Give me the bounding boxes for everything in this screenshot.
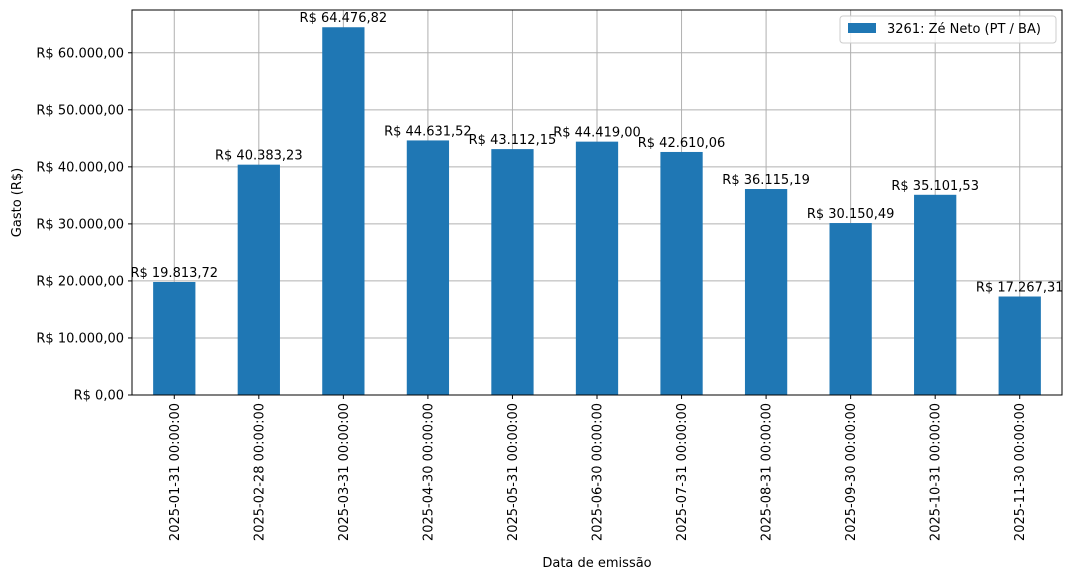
x-tick-label: 2025-04-30 00:00:00 (421, 403, 436, 541)
legend: 3261: Zé Neto (PT / BA) (839, 15, 1057, 44)
x-tick-label: 2025-07-31 00:00:00 (675, 403, 690, 541)
ticks: R$ 0,00 R$ 10.000,00 R$ 20.000,00 R$ 30.000… (36, 46, 1028, 541)
data-labels: R$ 19.813,72 R$ 40.383,23 R$ 64.476,82 R$ 4… (130, 11, 1063, 295)
legend-label: 3261: Zé Neto (PT / BA) (887, 22, 1041, 37)
bar-data-label: R$ 17.267,31 (976, 281, 1064, 296)
bar (998, 296, 1041, 395)
y-axis-label: Gasto (R$) (10, 168, 25, 237)
bar (829, 223, 872, 395)
x-tick-label: 2025-05-31 00:00:00 (506, 403, 521, 541)
x-axis-label: Data de emissão (542, 556, 651, 571)
bar-data-label: R$ 40.383,23 (215, 149, 303, 164)
y-tick-label: R$ 60.000,00 (36, 46, 124, 61)
y-tick-label: R$ 10.000,00 (36, 331, 124, 346)
bar-data-label: R$ 64.476,82 (300, 11, 388, 26)
y-tick-label: R$ 30.000,00 (36, 217, 124, 232)
bar-data-label: R$ 36.115,19 (722, 173, 810, 188)
y-tick-label: R$ 0,00 (74, 389, 124, 404)
bar-data-label: R$ 43.112,15 (469, 133, 557, 148)
x-tick-label: 2025-02-28 00:00:00 (252, 403, 267, 541)
bar-data-label: R$ 44.419,00 (553, 126, 641, 141)
x-tick-label: 2025-11-30 00:00:00 (1013, 403, 1028, 541)
bar (491, 149, 534, 395)
bar (575, 141, 619, 395)
bar (322, 27, 365, 396)
bar (406, 140, 450, 395)
x-tick-label: 2025-10-31 00:00:00 (929, 403, 944, 541)
bar-data-label: R$ 44.631,52 (384, 124, 472, 139)
bar-data-label: R$ 19.813,72 (130, 266, 218, 281)
bar (237, 164, 280, 395)
bar-data-label: R$ 35.101,53 (891, 179, 979, 194)
bar (744, 189, 788, 395)
x-tick-label: 2025-03-31 00:00:00 (337, 403, 352, 541)
x-tick-label: 2025-09-30 00:00:00 (844, 403, 859, 541)
x-tick-label: 2025-08-31 00:00:00 (760, 403, 775, 541)
bar (660, 151, 703, 395)
bars (153, 27, 1041, 396)
bar-data-label: R$ 42.610,06 (638, 136, 726, 151)
bar (914, 194, 957, 395)
x-tick-label: 2025-06-30 00:00:00 (591, 403, 606, 541)
bar-data-label: R$ 30.150,49 (807, 207, 895, 222)
legend-swatch (848, 23, 876, 33)
y-tick-label: R$ 50.000,00 (36, 103, 124, 118)
y-tick-label: R$ 40.000,00 (36, 160, 124, 175)
legend-box (839, 15, 1057, 44)
x-tick-label: 2025-01-31 00:00:00 (168, 403, 183, 541)
y-tick-label: R$ 20.000,00 (36, 274, 124, 289)
bar (153, 281, 196, 395)
